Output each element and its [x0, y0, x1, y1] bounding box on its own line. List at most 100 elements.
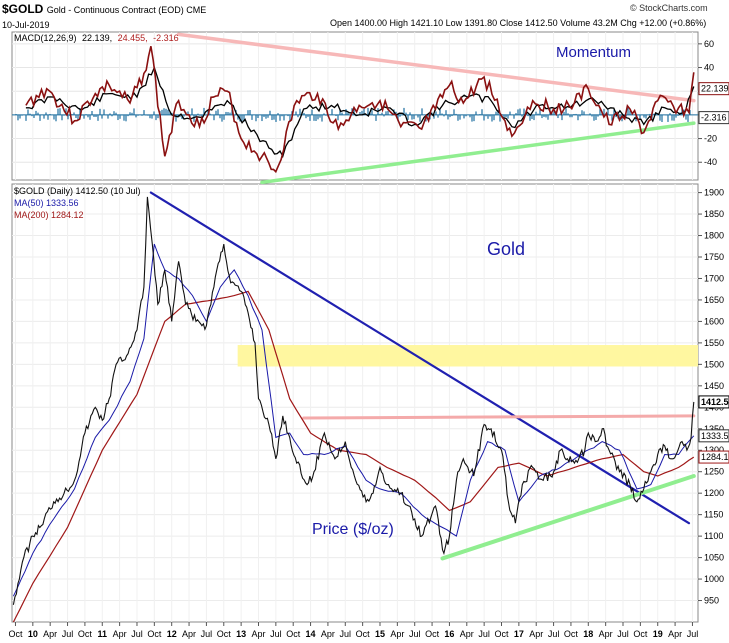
x-tick-label: Oct: [8, 629, 23, 639]
price-tick-label: 1250: [704, 467, 724, 477]
price-tick-label: 1500: [704, 359, 724, 369]
macd-line: [25, 46, 695, 174]
x-tick-label: 11: [98, 629, 108, 639]
x-tick-label: Apr: [460, 629, 474, 639]
macd-legend-sep1: ,: [110, 33, 113, 43]
resistance-zone: [237, 345, 698, 367]
price-tick-label: 950: [704, 596, 719, 606]
macd-tick-label: 40: [704, 63, 714, 73]
ohlc-summary: Open 1400.00 High 1421.10 Low 1391.80 Cl…: [330, 18, 707, 28]
macd-tick-label: 60: [704, 39, 714, 49]
x-tick-label: Jul: [131, 629, 143, 639]
price-legend-ma50: MA(50) 1333.56: [14, 198, 79, 208]
x-axis-ticks: Oct 10 Apr Jul Oct 11 Apr Jul Oct 12 Apr Jul Oct 13 Ap…: [8, 622, 698, 639]
chart-date: 10-Jul-2019: [2, 20, 50, 30]
resistance: [302, 414, 696, 420]
macd-tick-label: -20: [704, 134, 717, 144]
x-tick-label: Oct: [633, 629, 648, 639]
price-tick-label: 1200: [704, 488, 724, 498]
gold-title: Gold: [487, 239, 525, 259]
x-tick-label: Oct: [147, 629, 162, 639]
price-trendlines: [149, 191, 696, 561]
symbol-title: $GOLD Gold - Continuous Contract (EOD) C…: [2, 3, 206, 16]
macd-legend-label: MACD(12,26,9): [14, 33, 77, 43]
x-tick-label: Jul: [270, 629, 282, 639]
x-tick-label: Jul: [548, 629, 560, 639]
x-tick-label: Apr: [390, 629, 404, 639]
ma50-last-tag-text: 1333.56: [701, 431, 729, 441]
momentum-annotation: Momentum: [556, 44, 631, 61]
ma50-last-tag: 1333.56: [698, 429, 729, 443]
price-tick-label: 1800: [704, 231, 724, 241]
x-tick-label: Oct: [425, 629, 440, 639]
price-tick-label: 1000: [704, 574, 724, 584]
x-tick-label: Oct: [494, 629, 509, 639]
x-tick-label: Apr: [599, 629, 613, 639]
x-tick-label: 18: [583, 629, 593, 639]
macd-legend-macd: 22.139: [82, 33, 110, 43]
price-panel-frame: [11, 183, 699, 623]
price-grid: [12, 184, 698, 622]
x-tick-label: Oct: [356, 629, 371, 639]
macd-y-ticks: 6040200-20-40: [698, 39, 717, 167]
x-tick-label: Jul: [201, 629, 213, 639]
macd-legend-hist: -2.316: [153, 33, 179, 43]
x-tick-label: 12: [167, 629, 177, 639]
price-tick-label: 1450: [704, 381, 724, 391]
price-legend-ma200: MA(200) 1284.12: [14, 210, 84, 220]
price-last-tag-box: [698, 395, 729, 409]
price-y-ticks: 1900 1850 1800 1750 1700 1650 1600 1550 1500 1450…: [698, 188, 724, 606]
price-tick-label: 1350: [704, 424, 724, 434]
price-tick-label: 1100: [704, 531, 723, 541]
x-tick-label: 16: [444, 629, 454, 639]
price-downtrend: [149, 191, 691, 525]
x-tick-label: Jul: [687, 629, 699, 639]
x-tick-label: Apr: [251, 629, 265, 639]
macd-last-tag-box: [698, 82, 729, 96]
price-tick-label: 1650: [704, 295, 724, 305]
macd-uptrend: [260, 121, 696, 185]
symbol-description: Gold - Continuous Contract (EOD) CME: [46, 5, 207, 15]
x-tick-label: Oct: [564, 629, 579, 639]
price-legend-price: $GOLD (Daily) 1412.50 (10 Jul): [14, 186, 141, 196]
x-tick-label: Apr: [182, 629, 196, 639]
symbol: $GOLD: [2, 2, 44, 16]
macd-downtrend: [176, 32, 696, 103]
x-tick-label: 15: [375, 629, 385, 639]
x-tick-label: Jul: [409, 629, 421, 639]
price-last-tag: 1412.50: [698, 395, 729, 409]
macd-last-tag-text: 22.139: [701, 84, 729, 94]
price-tick-label: 1900: [704, 188, 724, 198]
ma200-last-tag: 1284.12: [698, 450, 729, 464]
last-value-tags: 22.139 -2.316 1412.50 1333.56 1284.12: [698, 82, 729, 464]
price-annotation: Price ($/oz): [312, 521, 394, 538]
price-tick-label: 1550: [704, 338, 724, 348]
x-tick-label: Apr: [321, 629, 335, 639]
macd-tick-label: -40: [704, 157, 717, 167]
x-tick-label: 13: [236, 629, 246, 639]
ma50-last-tag-box: [698, 429, 729, 443]
x-tick-label: 17: [514, 629, 524, 639]
x-tick-label: 14: [306, 629, 316, 639]
x-tick-label: 10: [28, 629, 38, 639]
price-last-tag-text: 1412.50: [701, 397, 729, 407]
price-uptrend: [440, 474, 696, 561]
price-tick-label: 1850: [704, 209, 724, 219]
x-tick-label: Oct: [78, 629, 93, 639]
macd-legend-sep2: ,: [145, 33, 148, 43]
price-tick-label: 1300: [704, 445, 724, 455]
x-tick-label: Oct: [286, 629, 301, 639]
hist-last-tag-text: -2.316: [701, 113, 727, 123]
price-line: [12, 196, 695, 605]
watermark: © StockCharts.com: [630, 3, 708, 13]
macd-signal-line: [25, 65, 695, 159]
macd-legend-signal: 24.455: [118, 33, 146, 43]
macd-last-tag: 22.139: [698, 82, 729, 96]
macd-trendlines: [176, 32, 696, 185]
x-tick-label: Jul: [340, 629, 352, 639]
ma200-line: [12, 290, 695, 623]
price-tick-label: 1600: [704, 316, 724, 326]
hist-last-tag-box: [698, 111, 729, 125]
x-tick-label: Jul: [617, 629, 629, 639]
